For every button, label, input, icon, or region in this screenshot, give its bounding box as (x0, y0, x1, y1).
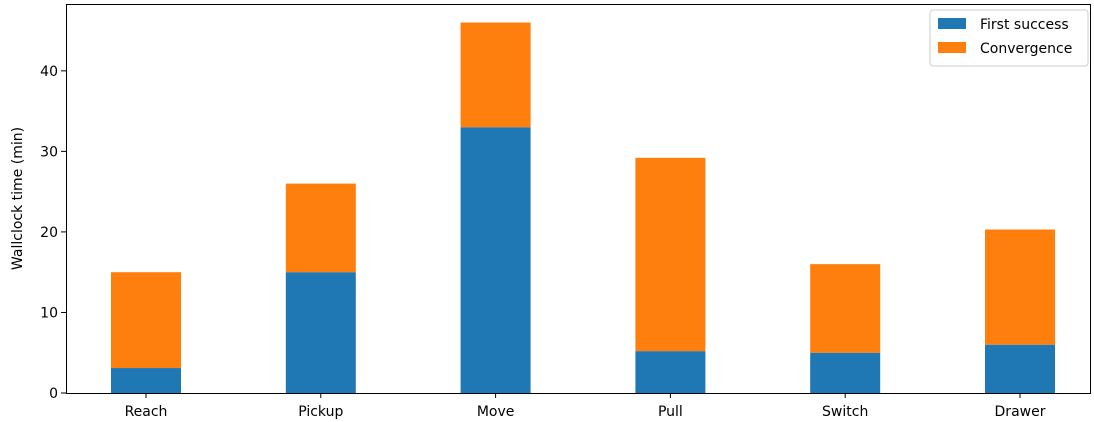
plot-frame (66, 4, 1091, 394)
legend-swatch-convergence (938, 42, 966, 53)
y-axis: 0 10 20 30 40 (40, 64, 66, 402)
x-tick-label-switch: Switch (822, 404, 868, 420)
bar-move-convergence (460, 22, 531, 128)
y-tick-label: 40 (40, 64, 58, 80)
y-tick-label: 30 (40, 144, 58, 160)
bar-pull-first-success (635, 351, 706, 393)
legend-swatch-first-success (938, 18, 966, 29)
x-axis: Reach Pickup Move Pull Switch Drawer (125, 393, 1046, 420)
legend-label-first-success: First success (980, 17, 1069, 33)
bar-pickup-convergence (285, 183, 356, 273)
bar-drawer-convergence (985, 229, 1055, 345)
x-tick-label-reach: Reach (125, 404, 168, 420)
y-axis-label: Wallclock time (min) (10, 127, 26, 270)
bar-drawer-first-success (985, 344, 1055, 393)
y-tick-label: 0 (49, 386, 58, 402)
y-tick-label: 10 (40, 305, 58, 321)
x-tick-label-pickup: Pickup (298, 404, 343, 420)
x-tick-label-pull: Pull (658, 404, 683, 420)
bar-reach-convergence (111, 272, 181, 369)
x-tick-label-drawer: Drawer (995, 404, 1046, 420)
bars-group (111, 22, 1055, 393)
y-tick-label: 20 (40, 225, 58, 241)
bar-move-first-success (460, 127, 531, 393)
bar-switch-convergence (810, 264, 881, 353)
bar-switch-first-success (810, 352, 881, 393)
bar-pickup-first-success (285, 272, 356, 393)
bar-pull-convergence (635, 157, 706, 352)
x-tick-label-move: Move (477, 404, 515, 420)
bar-reach-first-success (111, 368, 181, 393)
legend: First success Convergence (929, 9, 1089, 67)
legend-box (929, 9, 1089, 67)
legend-label-convergence: Convergence (980, 41, 1072, 57)
